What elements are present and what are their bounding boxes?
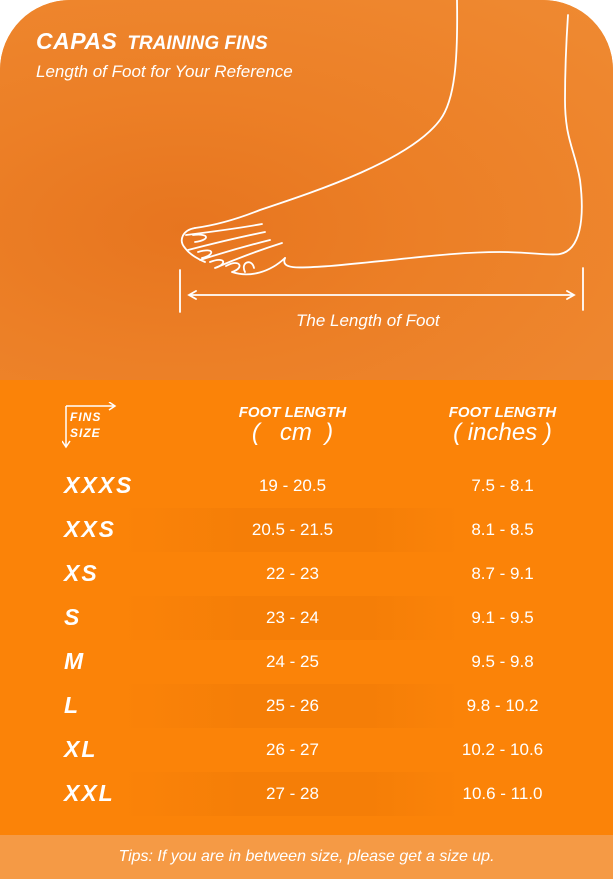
size-cell: M	[64, 648, 86, 674]
size-table: FINS SIZE FOOT LENGTH ( cm ) FOOT LENGTH…	[0, 380, 613, 835]
size-cell: L	[64, 692, 81, 718]
table-row: XL 26 - 27 10.2 - 10.6	[0, 728, 613, 772]
column-title: FOOT LENGTH	[448, 404, 557, 421]
size-cell: XXL	[64, 780, 115, 806]
inches-cell: 8.7 - 9.1	[471, 564, 534, 583]
foot-sole	[283, 14, 583, 269]
cm-cell: 23 - 24	[266, 608, 319, 627]
size-cell: XS	[64, 560, 99, 586]
inches-cell: 10.2 - 10.6	[461, 740, 544, 759]
foot-front-line	[194, 0, 459, 229]
foot-reference-section: CAPAS TRAINING FINS Length of Foot for Yo…	[0, 0, 613, 380]
table-row: XXXS 19 - 20.5 7.5 - 8.1	[0, 464, 613, 508]
cm-cell: 24 - 25	[266, 652, 319, 671]
inches-cell: 9.1 - 9.5	[471, 608, 534, 627]
cm-cell: 25 - 26	[266, 696, 319, 715]
table-row: XS 22 - 23 8.7 - 9.1	[0, 552, 613, 596]
cm-cell: 27 - 28	[266, 784, 319, 803]
column-header-inches: FOOT LENGTH ( inches )	[425, 404, 580, 447]
arrow-heads	[187, 290, 576, 300]
size-label: SIZE	[70, 426, 101, 440]
measure-label: The Length of Foot	[296, 311, 440, 330]
inches-cell: 10.6 - 11.0	[462, 784, 543, 803]
subtitle: Length of Foot for Your Reference	[36, 62, 293, 81]
table-row: L 25 - 26 9.8 - 10.2	[0, 684, 613, 728]
column-unit: ( inches )	[453, 419, 552, 446]
inches-cell: 8.1 - 8.5	[471, 520, 534, 539]
size-cell: XXXS	[64, 472, 134, 498]
size-cell: XXS	[64, 516, 117, 542]
table-row: S 23 - 24 9.1 - 9.5	[0, 596, 613, 640]
product-name: TRAINING FINS	[127, 33, 268, 54]
fins-size-header: FINS SIZE	[61, 401, 122, 452]
tips-banner: Tips: If you are in between size, please…	[0, 835, 613, 879]
fins-label: FINS	[70, 410, 102, 424]
inches-cell: 9.5 - 9.8	[471, 652, 534, 671]
column-unit: ( cm )	[251, 419, 334, 446]
table-row: XXL 27 - 28 10.6 - 11.0	[0, 772, 613, 816]
cm-cell: 26 - 27	[266, 740, 319, 759]
inches-cell: 9.8 - 10.2	[466, 696, 539, 715]
cm-cell: 20.5 - 21.5	[251, 520, 334, 539]
table-row: M 24 - 25 9.5 - 9.8	[0, 640, 613, 684]
foot-toes	[181, 223, 286, 276]
size-cell: XL	[64, 736, 98, 762]
inches-cell: 7.5 - 8.1	[471, 476, 534, 495]
cm-cell: 19 - 20.5	[258, 476, 327, 495]
cm-cell: 22 - 23	[266, 564, 319, 583]
column-header-cm: FOOT LENGTH ( cm )	[215, 404, 370, 447]
table-row: XXS 20.5 - 21.5 8.1 - 8.5	[0, 508, 613, 552]
size-cell: S	[64, 604, 82, 630]
foot-outline-icon	[179, 0, 584, 313]
axis-arrows-icon	[61, 401, 117, 449]
brand-title: CAPAS TRAINING FINS	[36, 28, 268, 55]
brand-logo: CAPAS	[36, 28, 118, 54]
column-title: FOOT LENGTH	[238, 404, 347, 421]
